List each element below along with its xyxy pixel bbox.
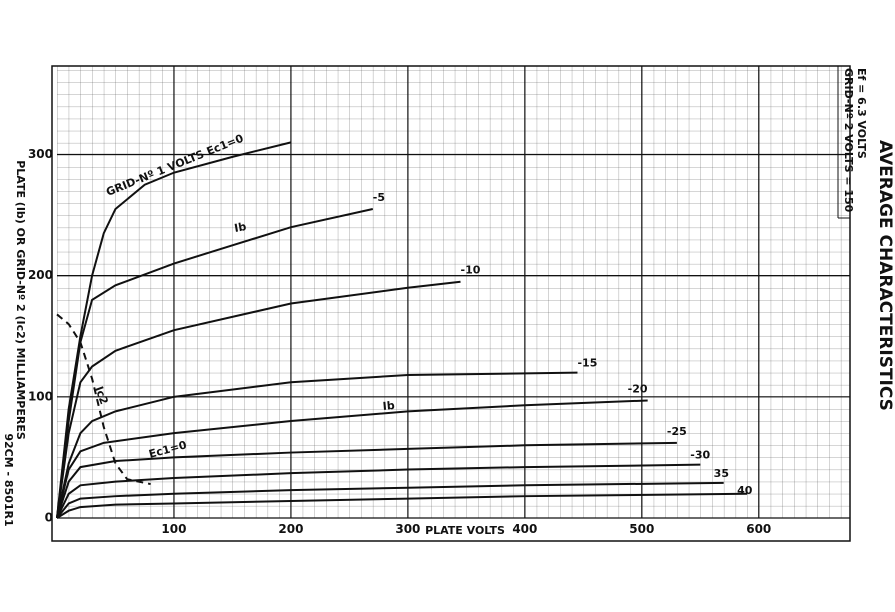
y-axis-label: PLATE (Ib) OR GRID-Nº 2 (Ic2) MILLIAMPER… (14, 160, 27, 440)
curve-label: -5 (373, 191, 385, 204)
chart-title: AVERAGE CHARACTERISTICS (875, 140, 895, 411)
x-tick-label: 600 (746, 522, 771, 536)
curve-label: Ic2 (92, 385, 110, 407)
y-tick-label: 100 (28, 389, 53, 403)
curve-label: -15 (577, 357, 597, 370)
curve (56, 141, 292, 519)
y-tick-label: 0 (45, 511, 53, 525)
x-tick-label: 500 (629, 522, 654, 536)
curve (56, 371, 578, 519)
x-tick-label: 200 (278, 522, 303, 536)
curve (56, 399, 648, 519)
curve (56, 313, 151, 486)
curve-label: -20 (628, 382, 648, 395)
curve (56, 492, 748, 519)
annotation: Ib (233, 220, 247, 235)
minor-grid (57, 66, 850, 518)
curve (56, 280, 461, 519)
x-tick-label: 300 (395, 522, 420, 536)
curve (56, 208, 374, 519)
condition: Ef = 6.3 VOLTS (855, 68, 868, 159)
figure-id: 92CM - 8501R1 (2, 433, 15, 526)
annotation: Ib (382, 399, 395, 413)
curve (56, 481, 724, 519)
plot-frame (51, 65, 851, 542)
curve-label: -30 (690, 449, 710, 462)
x-tick-label: 400 (512, 522, 537, 536)
curve (56, 463, 701, 519)
curve-label: 40 (737, 484, 753, 497)
y-tick-label: 200 (28, 268, 53, 282)
condition: GRID-Nº 2 VOLTS = 150 (842, 68, 855, 213)
curve-label: -25 (667, 425, 687, 438)
x-axis-label: PLATE VOLTS (425, 524, 505, 537)
x-tick-label: 100 (161, 522, 186, 536)
curve-label: 35 (714, 467, 729, 480)
curve (56, 441, 677, 519)
y-tick-label: 300 (28, 147, 53, 161)
curve-label: -10 (461, 264, 481, 277)
